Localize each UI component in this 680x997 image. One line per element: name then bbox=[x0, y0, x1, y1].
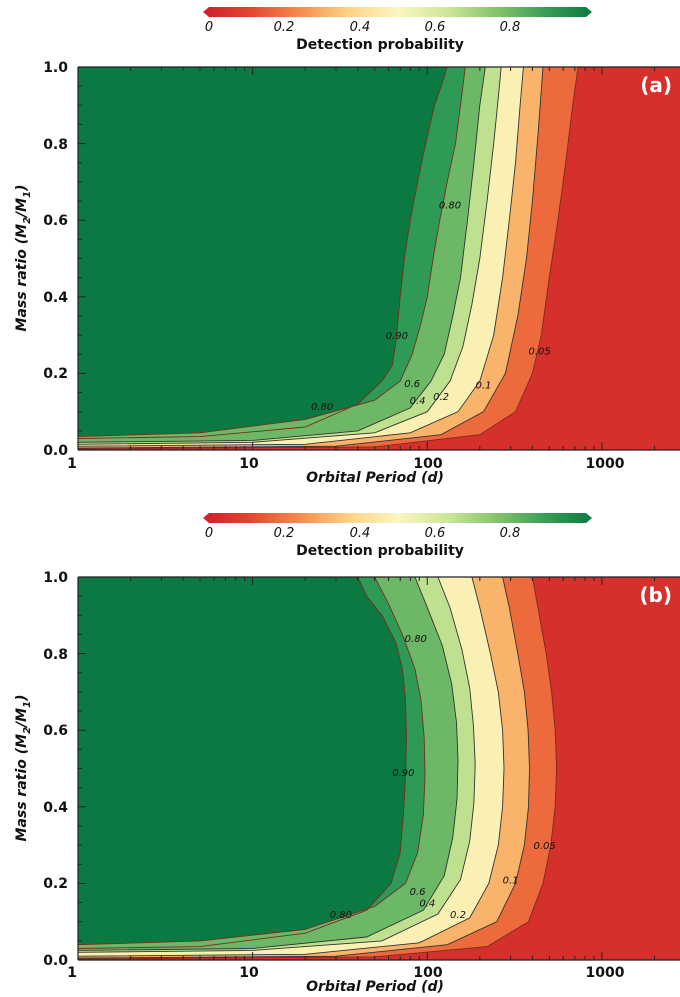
colorbar-a-tick: 0.2 bbox=[274, 20, 295, 35]
probability-band-0.05 bbox=[78, 67, 680, 450]
colorbar-a-tick: 0.8 bbox=[500, 20, 521, 35]
y-tick-label: 0.2 bbox=[43, 366, 68, 382]
x-tick-label: 10 bbox=[239, 965, 259, 981]
colorbar-b: 0 0.2 0.4 0.6 0.8 Detection probability bbox=[203, 513, 592, 559]
y-tick-label: 0.4 bbox=[43, 800, 68, 816]
contour-line-0.2 bbox=[78, 67, 524, 447]
contour-line-0.90 bbox=[78, 67, 448, 439]
contour-label: 0.6 bbox=[410, 887, 426, 898]
y-axis-label: Mass ratio (M2/M1) bbox=[14, 695, 33, 842]
probability-band-0.05 bbox=[78, 577, 680, 960]
contour-label: 0.90 bbox=[386, 331, 408, 342]
contour-label: 0.80 bbox=[439, 201, 461, 212]
colorbar-b-bar bbox=[203, 513, 592, 523]
colorbar-a: 0 0.2 0.4 0.6 0.8 Detection probability bbox=[203, 7, 592, 53]
contour-label: 0.1 bbox=[476, 381, 492, 392]
y-tick-label: 0.6 bbox=[43, 213, 68, 229]
colorbar-b-label: Detection probability bbox=[296, 543, 464, 559]
contour-label: 0.80 bbox=[330, 910, 352, 921]
y-axis-label: Mass ratio (M2/M1) bbox=[14, 185, 33, 332]
contour-line-0.05 bbox=[78, 577, 558, 960]
y-tick-label: 0.6 bbox=[43, 723, 68, 739]
contour-label: 0.2 bbox=[433, 392, 449, 403]
x-tick-label: 100 bbox=[413, 456, 442, 472]
x-tick-label: 100 bbox=[413, 965, 442, 981]
contour-line-0.1 bbox=[78, 67, 544, 449]
contour-line-0.6 bbox=[78, 67, 486, 443]
probability-band-0.1 bbox=[78, 577, 680, 960]
colorbar-b-tick: 0.2 bbox=[274, 526, 295, 541]
colorbar-a-bar bbox=[203, 7, 592, 17]
contour-label: 0.1 bbox=[503, 875, 519, 886]
contour-label: 0.4 bbox=[410, 396, 426, 407]
contour-line-0.6 bbox=[78, 577, 459, 951]
colorbar-b-tick: 0.6 bbox=[425, 526, 446, 541]
contour-line-0.2 bbox=[78, 577, 505, 957]
colorbar-a-tick: 0.4 bbox=[350, 20, 371, 35]
panel-a: 0.90 0.80 0.80 0.6 0.4 0.2 0.1 0.05 0.0 0.2 0.4… bbox=[14, 60, 680, 486]
colorbar-b-tick: 0.4 bbox=[350, 526, 371, 541]
y-tick-label: 1.0 bbox=[43, 570, 68, 586]
y-tick-label: 1.0 bbox=[43, 60, 68, 76]
contour-line-0.1 bbox=[78, 577, 530, 959]
x-axis-label: Orbital Period (d) bbox=[306, 470, 444, 486]
contour-line-0.4 bbox=[78, 577, 476, 953]
x-tick-label: 1 bbox=[67, 965, 77, 981]
x-axis-label: Orbital Period (d) bbox=[306, 979, 444, 995]
panel-b-tag: (b) bbox=[639, 583, 672, 607]
probability-band-0.1 bbox=[78, 67, 680, 450]
panel-a-tag: (a) bbox=[640, 73, 672, 97]
contour-label: 0.05 bbox=[528, 346, 550, 357]
contour-label: 0.80 bbox=[311, 402, 333, 413]
contour-line-0.05 bbox=[78, 67, 579, 450]
x-tick-label: 1 bbox=[67, 456, 77, 472]
contour-label: 0.05 bbox=[533, 841, 555, 852]
x-tick-label: 10 bbox=[239, 456, 259, 472]
y-tick-label: 0.0 bbox=[43, 953, 68, 969]
contour-line-0.80 bbox=[78, 67, 466, 438]
contour-label: 0.6 bbox=[404, 379, 420, 390]
contour-label: 0.90 bbox=[392, 768, 414, 779]
y-tick-label: 0.4 bbox=[43, 290, 68, 306]
colorbar-b-tick: 0.8 bbox=[500, 526, 521, 541]
colorbar-b-tick: 0 bbox=[205, 526, 213, 541]
x-tick-label: 1000 bbox=[586, 965, 625, 981]
panel-b: 0.900.800.800.60.40.20.10.05 0.0 0.2 0.4… bbox=[14, 570, 680, 995]
contour-line-0.4 bbox=[78, 67, 502, 445]
contour-label: 0.80 bbox=[405, 634, 427, 645]
contour-label: 0.4 bbox=[419, 898, 435, 909]
x-tick-label: 1000 bbox=[586, 456, 625, 472]
contour-line-0.90 bbox=[78, 577, 407, 949]
y-tick-label: 0.8 bbox=[43, 137, 68, 153]
contour-line-0.80 bbox=[78, 577, 426, 946]
contour-label: 0.2 bbox=[450, 910, 466, 921]
colorbar-a-label: Detection probability bbox=[296, 37, 464, 53]
colorbar-a-tick: 0 bbox=[205, 20, 213, 35]
y-tick-label: 0.8 bbox=[43, 647, 68, 663]
y-tick-label: 0.2 bbox=[43, 876, 68, 892]
colorbar-a-tick: 0.6 bbox=[425, 20, 446, 35]
y-tick-label: 0.0 bbox=[43, 443, 68, 459]
